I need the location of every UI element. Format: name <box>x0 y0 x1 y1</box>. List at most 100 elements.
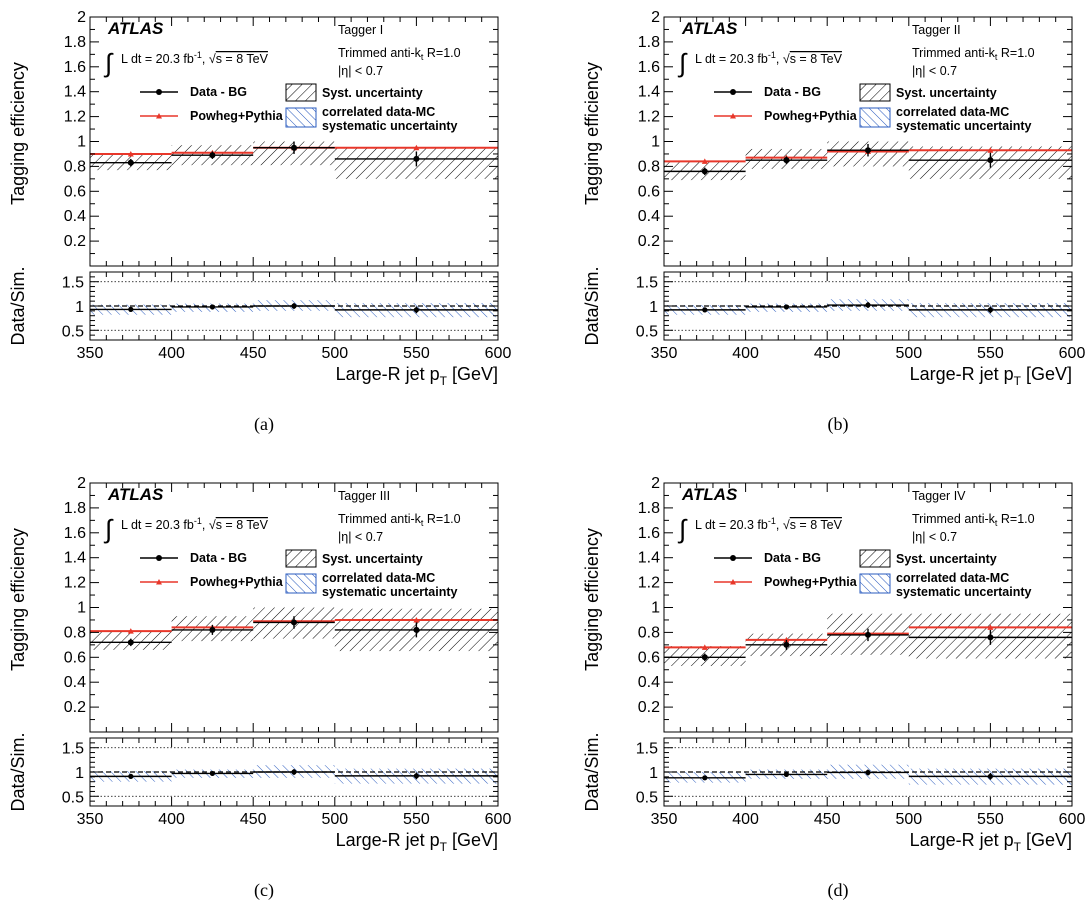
ytick-label-ratio: 1.5 <box>636 275 658 292</box>
ratio-point <box>987 773 993 779</box>
legend-corr-label-2: systematic uncertainty <box>322 585 458 599</box>
ytick-label-top: 1.4 <box>64 84 86 101</box>
luminosity-label: L dt = 20.3 fb-1, √s = 8 TeV <box>121 516 269 532</box>
integral-sign: ∫ <box>677 514 688 544</box>
eta-cut-label: |η| < 0.7 <box>338 64 383 78</box>
jet-algo-label: Trimmed anti-kt R=1.0 <box>912 512 1035 528</box>
data-point <box>209 626 216 633</box>
ytick-label-top: 0.2 <box>638 699 660 716</box>
legend-data-label: Data - BG <box>190 551 247 565</box>
data-point <box>783 157 790 164</box>
legend-corr-label-2: systematic uncertainty <box>322 119 458 133</box>
xtick-label: 400 <box>732 811 759 828</box>
xtick-label: 550 <box>403 811 430 828</box>
legend-corr-label-2: systematic uncertainty <box>896 119 1032 133</box>
ytick-label-ratio: 1.5 <box>636 741 658 758</box>
jet-algo-label: Trimmed anti-kt R=1.0 <box>338 46 461 62</box>
ratio-point <box>987 307 993 313</box>
ratio-point <box>128 773 134 779</box>
ytick-label-top: 1.2 <box>638 575 660 592</box>
ytick-label-ratio: 1 <box>649 765 658 782</box>
ytick-label-top: 1.4 <box>638 550 660 567</box>
data-point <box>291 144 297 151</box>
xtick-label: 600 <box>1059 811 1086 828</box>
ratio-point <box>702 775 708 781</box>
ytick-label-top: 1.4 <box>64 550 86 567</box>
xtick-label: 500 <box>321 345 348 362</box>
xtick-label: 600 <box>1059 345 1086 362</box>
panel-caption: (a) <box>254 414 274 435</box>
legend-corr-label-1: correlated data-MC <box>322 105 435 119</box>
ytick-label-ratio: 1.5 <box>62 275 84 292</box>
legend-syst-label: Syst. uncertainty <box>322 552 423 566</box>
legend-data-marker <box>730 555 736 561</box>
ratio-point <box>865 769 871 776</box>
xtick-label: 550 <box>403 345 430 362</box>
atlas-label: ATLAS <box>107 485 164 504</box>
legend-data-marker <box>156 555 162 561</box>
legend-corr-box <box>859 573 891 594</box>
ytick-label-top: 2 <box>651 475 660 492</box>
ytick-label-ratio: 1 <box>649 299 658 316</box>
luminosity-label: L dt = 20.3 fb-1, √s = 8 TeV <box>121 50 269 66</box>
tagger-label: Tagger III <box>338 489 390 503</box>
panel-caption: (b) <box>828 414 849 435</box>
data-point <box>127 159 134 166</box>
xtick-label: 600 <box>485 811 512 828</box>
xtick-label: 400 <box>732 345 759 362</box>
ylabel-top: Tagging efficiency <box>582 62 602 205</box>
ytick-label-top: 1.6 <box>638 525 660 542</box>
ytick-label-top: 0.2 <box>64 699 86 716</box>
ytick-label-top: 1 <box>77 134 86 151</box>
ytick-label-ratio: 0.5 <box>62 323 84 340</box>
legend-data-marker <box>156 89 162 95</box>
ytick-label-ratio: 0.5 <box>62 789 84 806</box>
data-point <box>865 147 871 154</box>
legend-corr-box <box>285 107 317 128</box>
chart-panel-a: 0.2 0.4 0.6 0.8 1 1.2 1.4 1.6 1.8 2 Tagging effici… <box>8 9 511 435</box>
ytick-label-ratio: 1 <box>75 299 84 316</box>
ylabel-ratio: Data/Sim. <box>8 732 28 811</box>
ratio-point <box>413 773 419 779</box>
atlas-label: ATLAS <box>681 485 738 504</box>
ratio-point <box>209 770 215 777</box>
tagger-label: Tagger II <box>912 23 961 37</box>
ytick-label-top: 1.2 <box>64 575 86 592</box>
ratio-point <box>783 304 789 310</box>
legend-mc-label: Powheg+Pythia <box>190 575 284 589</box>
legend-syst-box <box>285 83 317 102</box>
jet-algo-label: Trimmed anti-kt R=1.0 <box>338 512 461 528</box>
data-point <box>865 631 871 638</box>
xtick-label: 450 <box>240 811 267 828</box>
xlabel: Large-R jet pT [GeV] <box>336 830 498 854</box>
legend-mc-marker <box>730 579 736 585</box>
ratio-point <box>128 306 134 312</box>
xtick-label: 350 <box>77 811 104 828</box>
legend-mc-marker <box>156 113 162 119</box>
ratio-point <box>865 302 871 308</box>
legend-syst-box <box>859 83 891 102</box>
legend-syst-box <box>285 549 317 568</box>
ratio-point <box>783 771 789 778</box>
ytick-label-top: 0.8 <box>638 158 660 175</box>
mc-marker <box>413 144 420 151</box>
ytick-label-ratio: 1 <box>75 765 84 782</box>
mc-marker <box>783 636 790 643</box>
atlas-label: ATLAS <box>681 19 738 38</box>
ytick-label-top: 1.6 <box>64 525 86 542</box>
legend-mc-label: Powheg+Pythia <box>764 109 858 123</box>
ylabel-top: Tagging efficiency <box>582 528 602 671</box>
ytick-label-top: 1 <box>651 600 660 617</box>
ytick-label-top: 0.4 <box>638 674 660 691</box>
legend-corr-label-1: correlated data-MC <box>896 571 1009 585</box>
tagger-label: Tagger I <box>338 23 383 37</box>
xtick-label: 550 <box>977 811 1004 828</box>
panel-caption: (c) <box>254 880 274 900</box>
mc-marker <box>127 150 134 157</box>
ytick-label-ratio: 0.5 <box>636 323 658 340</box>
ytick-label-top: 1.6 <box>64 59 86 76</box>
jet-algo-label: Trimmed anti-kt R=1.0 <box>912 46 1035 62</box>
ratio-point <box>291 303 297 309</box>
ytick-label-top: 1.6 <box>638 59 660 76</box>
ratio-point <box>702 307 708 313</box>
